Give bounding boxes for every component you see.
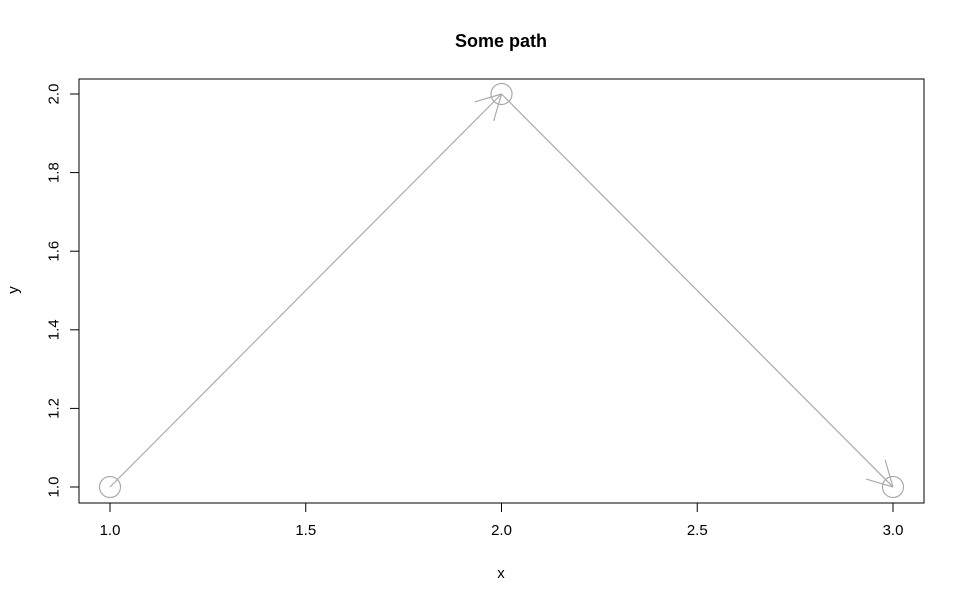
x-tick-label: 1.5 (295, 522, 316, 539)
x-axis-label: x (497, 565, 505, 582)
data-point (490, 82, 513, 106)
y-tick-label: 1.8 (46, 162, 63, 183)
series-path (98, 82, 905, 499)
arrow-head (493, 93, 503, 122)
x-axis: 1.0 1.5 2.0 2.5 3.0 (100, 502, 904, 539)
data-point (98, 475, 122, 499)
plot-frame (78, 78, 925, 504)
y-tick-label: 1.0 (46, 477, 63, 498)
chart-title: Some path (455, 31, 547, 51)
x-tick-label: 1.0 (100, 522, 121, 539)
y-tick-label: 1.2 (46, 398, 63, 419)
y-axis-label: y (5, 286, 22, 294)
arrow-head (884, 459, 894, 488)
data-point (881, 475, 905, 499)
arrow-head (865, 478, 894, 488)
x-tick-label: 2.5 (687, 522, 708, 539)
y-axis: 1.0 1.2 1.4 1.6 1.8 2.0 (46, 84, 80, 498)
y-tick-label: 1.6 (46, 241, 63, 262)
y-tick-label: 2.0 (46, 84, 63, 105)
path-segment (501, 93, 894, 488)
x-tick-label: 2.0 (491, 522, 512, 539)
x-tick-label: 3.0 (883, 522, 904, 539)
path-segment (109, 93, 502, 488)
y-tick-label: 1.4 (46, 319, 63, 340)
arrow-head (474, 93, 502, 103)
